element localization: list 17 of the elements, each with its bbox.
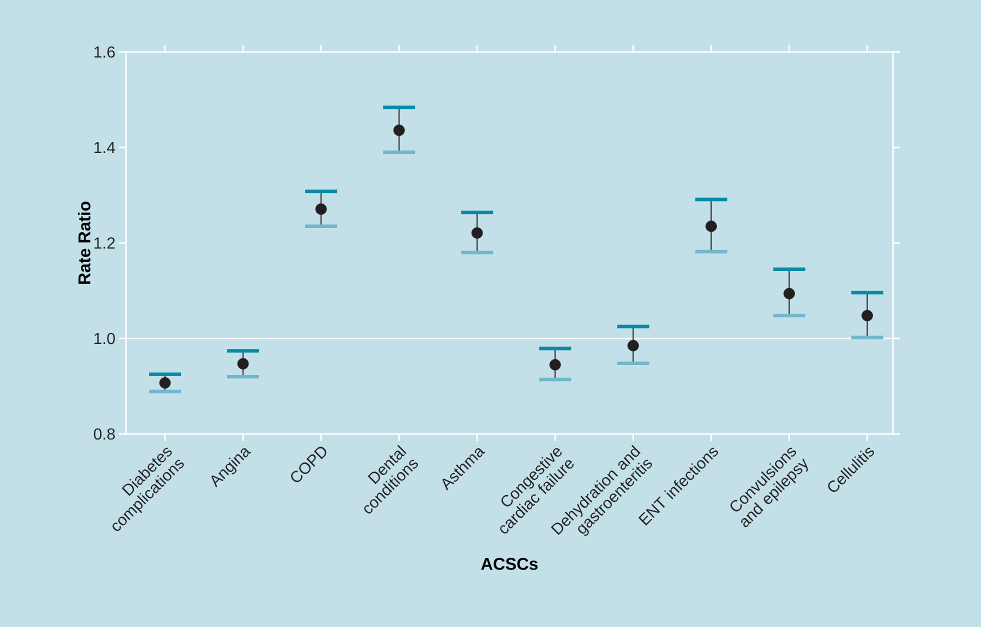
y-tick-label: 1.4 [94,142,116,153]
point [627,340,639,352]
point [706,220,717,232]
point [549,359,561,370]
y-axis-title: Rate Ratio [78,202,90,284]
point [159,377,171,389]
y-tick-label: 1.6 [94,46,115,58]
y-tick-label: 0.8 [94,428,115,440]
point [315,203,327,215]
point [862,310,873,322]
point [393,124,405,136]
y-tick-label: 1.2 [94,237,115,249]
point [237,358,249,370]
y-tick-label: 1.0 [94,332,115,344]
point [471,227,483,239]
x-axis-title: ACSCs [481,558,538,570]
point [784,288,795,300]
